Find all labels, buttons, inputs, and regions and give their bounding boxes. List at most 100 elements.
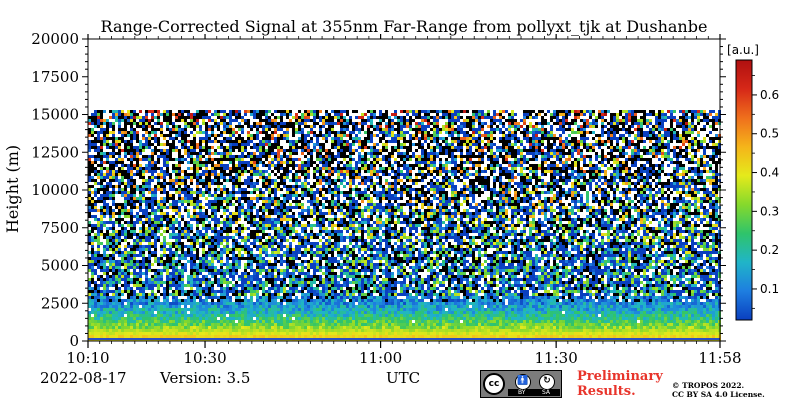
heatmap-cell bbox=[217, 332, 220, 335]
heatmap-cell bbox=[466, 332, 469, 335]
heatmap-cell bbox=[334, 323, 337, 326]
heatmap-cell bbox=[340, 296, 343, 299]
heatmap-cell bbox=[322, 305, 325, 308]
heatmap-cell bbox=[103, 323, 106, 326]
heatmap-cell bbox=[283, 305, 286, 308]
heatmap-cell bbox=[187, 293, 190, 296]
heatmap-cell bbox=[520, 332, 523, 335]
heatmap-cell bbox=[127, 296, 130, 299]
heatmap-cell bbox=[220, 332, 223, 335]
heatmap-cell bbox=[574, 305, 577, 308]
heatmap-cell bbox=[697, 296, 700, 299]
heatmap-cell bbox=[115, 296, 118, 299]
heatmap-cell bbox=[571, 305, 574, 308]
heatmap-cell bbox=[568, 335, 571, 338]
heatmap-cell bbox=[235, 290, 238, 293]
heatmap-cell bbox=[448, 323, 451, 326]
heatmap-cell bbox=[634, 332, 637, 335]
heatmap-cell bbox=[556, 293, 559, 296]
heatmap-cell bbox=[517, 323, 520, 326]
heatmap-cell bbox=[118, 302, 121, 305]
heatmap-cell bbox=[658, 281, 661, 284]
heatmap-cell bbox=[352, 269, 355, 272]
heatmap-cell bbox=[583, 299, 586, 302]
heatmap-cell bbox=[349, 311, 352, 314]
heatmap-cell bbox=[529, 275, 532, 278]
heatmap-cell bbox=[271, 284, 274, 287]
heatmap-cell bbox=[598, 335, 601, 338]
heatmap-cell bbox=[439, 269, 442, 272]
heatmap-cell bbox=[202, 329, 205, 332]
heatmap-cell bbox=[625, 329, 628, 332]
heatmap-cell bbox=[661, 272, 664, 275]
heatmap-cell bbox=[565, 284, 568, 287]
heatmap-cell bbox=[292, 284, 295, 287]
heatmap-cell bbox=[604, 287, 607, 290]
heatmap-cell bbox=[499, 278, 502, 281]
heatmap-cell bbox=[562, 281, 565, 284]
heatmap-cell bbox=[127, 308, 130, 311]
heatmap-cell bbox=[391, 314, 394, 317]
heatmap-cell bbox=[181, 302, 184, 305]
heatmap-cell bbox=[697, 302, 700, 305]
heatmap-cell bbox=[625, 317, 628, 320]
heatmap-cell bbox=[676, 314, 679, 317]
heatmap-cell bbox=[652, 335, 655, 338]
heatmap-cell bbox=[118, 272, 121, 275]
heatmap-cell bbox=[412, 293, 415, 296]
heatmap-cell bbox=[112, 278, 115, 281]
heatmap-cell bbox=[523, 287, 526, 290]
heatmap-cell bbox=[385, 320, 388, 323]
heatmap-cell bbox=[175, 326, 178, 329]
heatmap-cell bbox=[223, 335, 226, 338]
heatmap-cell bbox=[547, 281, 550, 284]
heatmap-cell bbox=[676, 323, 679, 326]
heatmap-cell bbox=[559, 335, 562, 338]
heatmap-cell bbox=[559, 296, 562, 299]
heatmap-cell bbox=[544, 335, 547, 338]
heatmap-cell bbox=[109, 269, 112, 272]
heatmap-cell bbox=[469, 308, 472, 311]
heatmap-cell bbox=[496, 314, 499, 317]
heatmap-cell bbox=[589, 311, 592, 314]
heatmap-cell bbox=[220, 293, 223, 296]
heatmap-cell bbox=[586, 281, 589, 284]
heatmap-cell bbox=[139, 284, 142, 287]
heatmap-cell bbox=[166, 269, 169, 272]
heatmap-cell bbox=[433, 299, 436, 302]
heatmap-cell bbox=[397, 269, 400, 272]
heatmap-cell bbox=[217, 326, 220, 329]
heatmap-cell bbox=[529, 299, 532, 302]
heatmap-cell bbox=[373, 332, 376, 335]
heatmap-cell bbox=[553, 284, 556, 287]
heatmap-cell bbox=[649, 290, 652, 293]
heatmap-cell bbox=[142, 284, 145, 287]
heatmap-cell bbox=[220, 275, 223, 278]
heatmap-cell bbox=[268, 305, 271, 308]
heatmap-cell bbox=[670, 293, 673, 296]
heatmap-cell bbox=[700, 281, 703, 284]
heatmap-cell bbox=[388, 281, 391, 284]
heatmap-cell bbox=[136, 323, 139, 326]
heatmap-cell bbox=[514, 299, 517, 302]
heatmap-cell bbox=[667, 278, 670, 281]
heatmap-cell bbox=[244, 293, 247, 296]
heatmap-cell bbox=[484, 287, 487, 290]
heatmap-cell bbox=[286, 317, 289, 320]
heatmap-cell bbox=[349, 314, 352, 317]
heatmap-cell bbox=[598, 281, 601, 284]
heatmap-cell bbox=[655, 281, 658, 284]
heatmap-cell bbox=[463, 308, 466, 311]
heatmap-cell bbox=[418, 278, 421, 281]
heatmap-cell bbox=[364, 329, 367, 332]
heatmap-cell bbox=[220, 320, 223, 323]
heatmap-cell bbox=[289, 269, 292, 272]
heatmap-cell bbox=[205, 299, 208, 302]
heatmap-cell bbox=[400, 314, 403, 317]
heatmap-cell bbox=[334, 278, 337, 281]
heatmap-cell bbox=[316, 302, 319, 305]
heatmap-cell bbox=[196, 284, 199, 287]
heatmap-cell bbox=[181, 311, 184, 314]
heatmap-cell bbox=[685, 281, 688, 284]
heatmap-cell bbox=[550, 335, 553, 338]
